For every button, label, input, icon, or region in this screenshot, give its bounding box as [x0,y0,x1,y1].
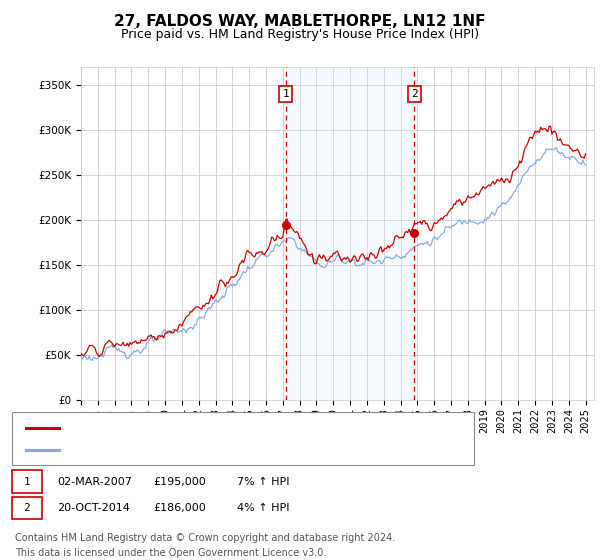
Text: 20-OCT-2014: 20-OCT-2014 [57,503,130,513]
Text: 2: 2 [410,89,418,99]
Text: 1: 1 [23,477,31,487]
Text: 2: 2 [23,503,31,513]
Text: Contains HM Land Registry data © Crown copyright and database right 2024.
This d: Contains HM Land Registry data © Crown c… [15,533,395,558]
Text: Price paid vs. HM Land Registry's House Price Index (HPI): Price paid vs. HM Land Registry's House … [121,28,479,41]
Text: 27, FALDOS WAY, MABLETHORPE, LN12 1NF (detached house): 27, FALDOS WAY, MABLETHORPE, LN12 1NF (d… [66,423,412,433]
Bar [286,67,414,400]
Text: 7% ↑ HPI: 7% ↑ HPI [237,477,290,487]
Text: 4% ↑ HPI: 4% ↑ HPI [237,503,290,513]
Text: 1: 1 [283,89,289,99]
Text: £195,000: £195,000 [153,477,206,487]
Text: 27, FALDOS WAY, MABLETHORPE, LN12 1NF: 27, FALDOS WAY, MABLETHORPE, LN12 1NF [114,14,486,29]
Text: £186,000: £186,000 [153,503,206,513]
Text: HPI: Average price, detached house, East Lindsey: HPI: Average price, detached house, East… [66,445,343,455]
Text: 02-MAR-2007: 02-MAR-2007 [57,477,132,487]
